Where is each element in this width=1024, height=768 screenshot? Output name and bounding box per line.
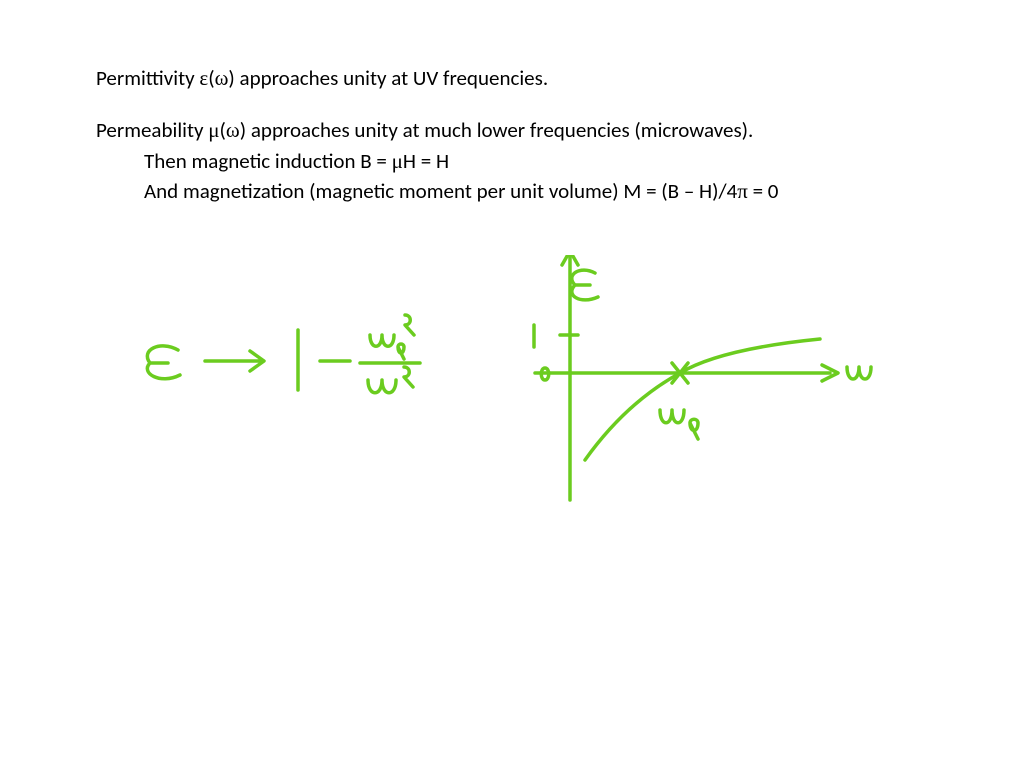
omega: ω [226, 118, 240, 142]
txt: H = H [403, 148, 449, 174]
spacer [96, 93, 1024, 115]
handwritten-svg [0, 255, 1024, 535]
hand-ylabel-epsilon-icon [572, 270, 598, 300]
hand-omega-num-icon [370, 335, 394, 346]
hand-omegap-sub-icon [690, 419, 698, 439]
hand-arrow-icon [205, 351, 264, 371]
hand-p-sub-icon [398, 344, 404, 359]
hand-sq1-icon [405, 315, 414, 335]
line-magnetization: And magnetization (magnetic moment per u… [96, 176, 1024, 206]
hand-xlabel-omega-icon [847, 367, 871, 379]
mu: μ [392, 149, 403, 173]
omega: ω [215, 66, 229, 90]
txt: approaches unity at UV frequencies. [235, 65, 548, 91]
pi: π [737, 179, 748, 203]
hand-sq2-icon [404, 367, 413, 387]
txt: Permittivity [96, 65, 199, 91]
hand-curve-icon [585, 339, 820, 460]
slide: Permittivity ε(ω) approaches unity at UV… [0, 0, 1024, 768]
txt: And magnetization (magnetic moment per u… [144, 178, 737, 204]
line-induction: Then magnetic induction B = μH = H [96, 146, 1024, 176]
txt: Then magnetic induction B = [144, 148, 392, 174]
hand-omegap-icon [660, 410, 684, 423]
handwritten-area [0, 255, 1024, 535]
txt: = 0 [748, 178, 779, 204]
epsilon: ε [199, 66, 208, 90]
line-permeability: Permeability μ(ω) approaches unity at mu… [96, 115, 1024, 145]
line-permittivity: Permittivity ε(ω) approaches unity at UV… [96, 63, 1024, 93]
hand-omega-den-icon [368, 380, 396, 393]
hand-epsilon-icon [147, 346, 180, 379]
mu: μ [208, 118, 219, 142]
txt: Permeability [96, 117, 208, 143]
txt: approaches unity at much lower frequenci… [246, 117, 753, 143]
